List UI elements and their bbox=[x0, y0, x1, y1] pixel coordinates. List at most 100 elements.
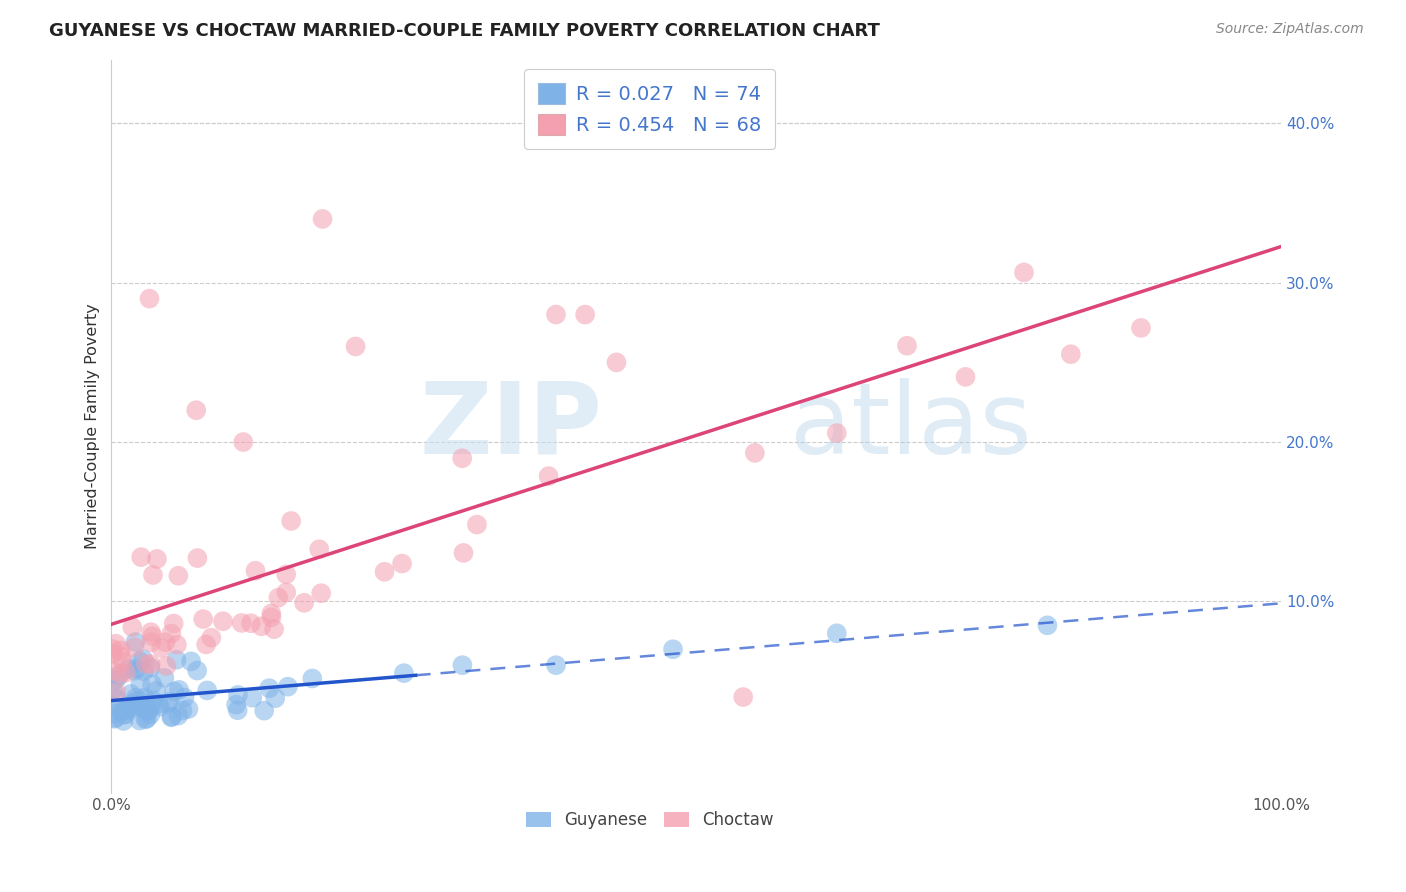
Point bbox=[156, 697, 179, 711]
Point bbox=[160, 710, 183, 724]
Point bbox=[200, 631, 222, 645]
Point bbox=[574, 308, 596, 322]
Point bbox=[105, 685, 128, 699]
Point bbox=[955, 370, 977, 384]
Point bbox=[148, 697, 170, 711]
Point bbox=[139, 625, 162, 640]
Point bbox=[128, 714, 150, 728]
Point bbox=[110, 643, 132, 657]
Point bbox=[112, 707, 135, 722]
Point bbox=[129, 550, 152, 565]
Point bbox=[101, 699, 124, 714]
Point bbox=[136, 712, 159, 726]
Point bbox=[263, 622, 285, 636]
Point bbox=[465, 517, 488, 532]
Point bbox=[301, 672, 323, 686]
Legend: Guyanese, Choctaw: Guyanese, Choctaw bbox=[519, 805, 780, 836]
Point bbox=[544, 308, 567, 322]
Point bbox=[117, 701, 139, 715]
Point bbox=[166, 638, 188, 652]
Point bbox=[111, 704, 134, 718]
Point bbox=[132, 700, 155, 714]
Point bbox=[232, 435, 254, 450]
Point bbox=[132, 652, 155, 666]
Point bbox=[260, 610, 283, 624]
Point bbox=[193, 612, 215, 626]
Point bbox=[186, 403, 208, 417]
Point bbox=[129, 694, 152, 708]
Point bbox=[150, 640, 173, 655]
Point bbox=[186, 551, 208, 566]
Point bbox=[139, 657, 162, 672]
Point bbox=[153, 671, 176, 685]
Point bbox=[225, 698, 247, 712]
Point bbox=[115, 665, 138, 680]
Point bbox=[1036, 618, 1059, 632]
Point bbox=[260, 607, 283, 621]
Point bbox=[451, 451, 474, 466]
Point bbox=[167, 708, 190, 723]
Point bbox=[391, 557, 413, 571]
Point bbox=[253, 704, 276, 718]
Point bbox=[276, 567, 298, 582]
Point bbox=[103, 712, 125, 726]
Point bbox=[280, 514, 302, 528]
Point bbox=[276, 585, 298, 599]
Point bbox=[136, 704, 159, 718]
Point bbox=[135, 657, 157, 671]
Point bbox=[212, 614, 235, 628]
Point bbox=[104, 637, 127, 651]
Point bbox=[1060, 347, 1083, 361]
Point bbox=[1012, 265, 1035, 279]
Point bbox=[124, 664, 146, 678]
Point bbox=[138, 292, 160, 306]
Point bbox=[124, 635, 146, 649]
Point bbox=[160, 626, 183, 640]
Point bbox=[373, 565, 395, 579]
Point bbox=[155, 659, 177, 673]
Point bbox=[104, 706, 127, 721]
Point bbox=[451, 658, 474, 673]
Point bbox=[292, 596, 315, 610]
Point bbox=[111, 655, 134, 669]
Text: Source: ZipAtlas.com: Source: ZipAtlas.com bbox=[1216, 22, 1364, 37]
Point bbox=[167, 682, 190, 697]
Point bbox=[110, 649, 132, 664]
Point bbox=[267, 591, 290, 605]
Point bbox=[101, 647, 124, 661]
Point bbox=[142, 568, 165, 582]
Point bbox=[160, 709, 183, 723]
Point bbox=[392, 666, 415, 681]
Point bbox=[108, 669, 131, 683]
Point bbox=[131, 701, 153, 715]
Point bbox=[125, 690, 148, 705]
Point bbox=[453, 546, 475, 560]
Point bbox=[149, 699, 172, 714]
Point bbox=[139, 660, 162, 674]
Point bbox=[159, 695, 181, 709]
Point bbox=[120, 698, 142, 712]
Point bbox=[145, 684, 167, 698]
Point bbox=[195, 683, 218, 698]
Point bbox=[163, 616, 186, 631]
Point bbox=[239, 616, 262, 631]
Point bbox=[104, 673, 127, 687]
Point bbox=[825, 426, 848, 441]
Point bbox=[173, 690, 195, 705]
Point bbox=[129, 677, 152, 691]
Point bbox=[245, 564, 267, 578]
Point bbox=[172, 704, 194, 718]
Point bbox=[141, 677, 163, 691]
Point bbox=[896, 339, 918, 353]
Text: GUYANESE VS CHOCTAW MARRIED-COUPLE FAMILY POVERTY CORRELATION CHART: GUYANESE VS CHOCTAW MARRIED-COUPLE FAMIL… bbox=[49, 22, 880, 40]
Point bbox=[180, 655, 202, 669]
Point bbox=[136, 704, 159, 718]
Point bbox=[134, 690, 156, 705]
Point bbox=[733, 690, 755, 704]
Point bbox=[104, 711, 127, 725]
Point bbox=[167, 568, 190, 582]
Point bbox=[114, 707, 136, 722]
Point bbox=[117, 662, 139, 676]
Point bbox=[825, 626, 848, 640]
Point bbox=[311, 211, 333, 226]
